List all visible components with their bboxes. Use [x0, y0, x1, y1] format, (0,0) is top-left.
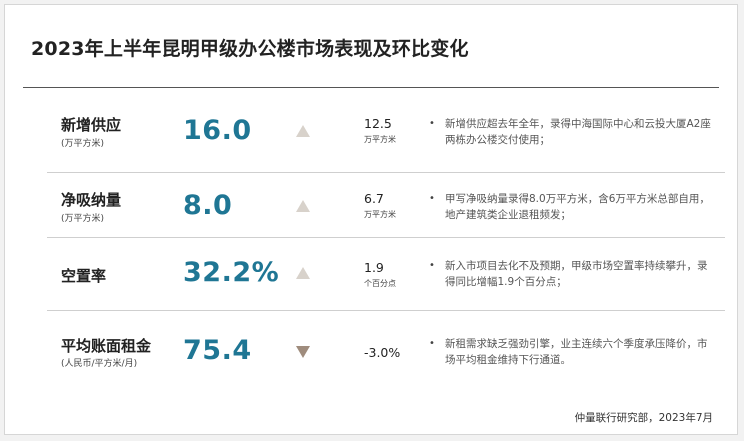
metric-note: 新增供应超去年全年，录得中海国际中心和云投大厦A2座两栋办公楼交付使用； [445, 118, 711, 146]
row-divider [47, 310, 725, 311]
row-divider [47, 172, 725, 173]
metric-change-unit: 个百分点 [364, 279, 396, 288]
metric-sublabel: (万平方米) [61, 214, 105, 224]
page-title: 2023年上半年昆明甲级办公楼市场表现及环比变化 [31, 38, 469, 60]
metric-note: 新租需求缺乏强劲引擎，业主连续六个季度承压降价，市场平均租金维持下行通道。 [445, 338, 708, 366]
metric-row-new-supply: 新增供应 (万平方米) 16.0 12.5 万平方米 • 新增供应超去年全年，录… [5, 103, 739, 159]
note-bullet: • [429, 193, 435, 204]
metric-sublabel: (人民币/平方米/月) [61, 359, 138, 369]
metric-change-unit: 万平方米 [364, 210, 396, 219]
metric-change: 12.5 [364, 116, 392, 131]
triangle-up-icon [295, 266, 311, 280]
metric-label: 空置率 [61, 267, 107, 285]
source-note: 仲量联行研究部，2023年7月 [574, 412, 713, 424]
metric-value: 32.2% [183, 257, 280, 288]
metric-label: 净吸纳量 [61, 191, 122, 209]
metric-note: 新入市项目去化不及预期，甲级市场空置率持续攀升，录得同比增幅1.9个百分点； [445, 260, 708, 288]
note-bullet: • [429, 260, 435, 271]
report-card: 2023年上半年昆明甲级办公楼市场表现及环比变化 新增供应 (万平方米) 16.… [4, 4, 738, 435]
metric-change: 1.9 [364, 260, 384, 275]
metric-row-vacancy-rate: 空置率 32.2% 1.9 个百分点 • 新入市项目去化不及预期，甲级市场空置率… [5, 245, 739, 301]
triangle-up-icon [295, 124, 311, 138]
metric-label: 新增供应 [61, 116, 122, 134]
note-bullet: • [429, 338, 435, 349]
metric-note: 甲写净吸纳量录得8.0万平方米，含6万平方米总部自用，地产建筑类企业退租频发； [445, 193, 710, 221]
metric-value: 16.0 [183, 115, 252, 146]
metric-change-unit: 万平方米 [364, 135, 396, 144]
title-divider [23, 87, 719, 88]
metric-change: 6.7 [364, 191, 384, 206]
row-divider [47, 237, 725, 238]
triangle-up-icon [295, 199, 311, 213]
metric-change: -3.0% [364, 345, 401, 360]
metric-label: 平均账面租金 [61, 337, 152, 355]
metric-sublabel: (万平方米) [61, 139, 105, 149]
triangle-down-icon [295, 345, 311, 359]
metric-row-average-rent: 平均账面租金 (人民币/平方米/月) 75.4 -3.0% • 新租需求缺乏强劲… [5, 323, 739, 379]
note-bullet: • [429, 118, 435, 129]
metric-row-net-absorption: 净吸纳量 (万平方米) 8.0 6.7 万平方米 • 甲写净吸纳量录得8.0万平… [5, 178, 739, 234]
metric-value: 75.4 [183, 335, 252, 366]
metric-value: 8.0 [183, 190, 233, 221]
